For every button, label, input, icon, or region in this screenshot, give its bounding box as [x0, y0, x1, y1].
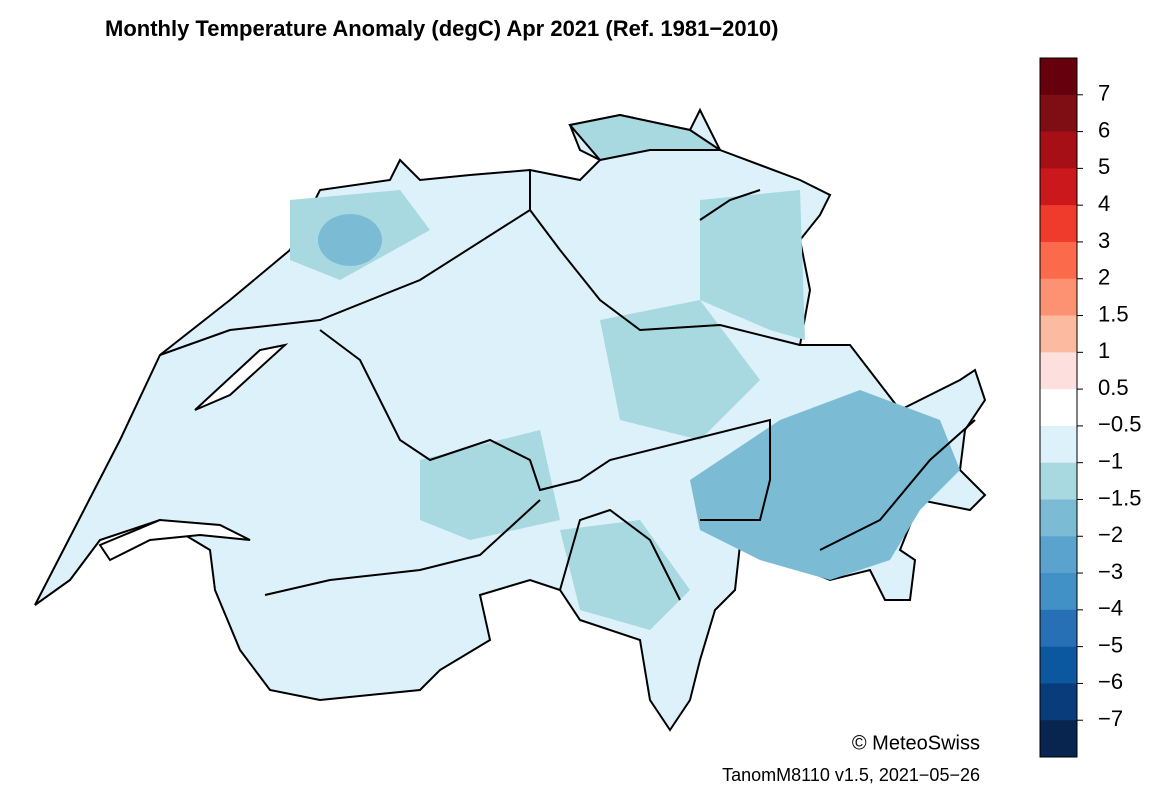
colorbar-bin	[1040, 205, 1077, 243]
anomaly-zone	[560, 520, 690, 630]
colorbar-bin	[1040, 131, 1077, 169]
colorbar: 7 6 5 4 3 2 1.5 1 0.5 −0.5 −1 −1.5 −2 −3 −4 −5 −6 −7	[1039, 57, 1141, 758]
region-borders	[159, 170, 976, 601]
colorbar-label: −1	[1098, 448, 1123, 473]
colorbar-label: −5	[1098, 632, 1123, 657]
map	[34, 107, 987, 732]
colorbar-bin	[1040, 683, 1077, 721]
colorbar-bin	[1040, 352, 1077, 390]
colorbar-bin	[1040, 241, 1077, 280]
anomaly-zone	[690, 390, 960, 580]
lake	[568, 113, 724, 162]
colorbar-label: 2	[1098, 265, 1110, 290]
colorbar-frame	[1039, 57, 1078, 758]
colorbar-label: 3	[1098, 228, 1110, 253]
colorbar-bin	[1040, 58, 1077, 96]
colorbar-bin	[1040, 609, 1077, 648]
colorbar-label: 4	[1098, 191, 1110, 216]
colorbar-label: −6	[1098, 669, 1123, 694]
colorbar-bin	[1040, 168, 1077, 206]
colorbar-label: 7	[1098, 81, 1110, 106]
colorbar-bin	[1040, 536, 1077, 574]
colorbar-label: 1	[1098, 338, 1110, 363]
title: Monthly Temperature Anomaly (degC) Apr 2…	[105, 16, 778, 41]
colorbar-label: 5	[1098, 154, 1110, 179]
colorbar-bin	[1040, 573, 1077, 611]
colorbar-bin	[1040, 315, 1077, 353]
colorbar-bin	[1040, 720, 1077, 758]
lake	[194, 343, 289, 411]
colorbar-label: −7	[1098, 706, 1123, 731]
anomaly-zone	[600, 300, 760, 440]
copyright: © MeteoSwiss	[852, 732, 980, 754]
colorbar-label: −0.5	[1098, 412, 1141, 437]
colorbar-bin	[1040, 94, 1077, 133]
anomaly-zone	[700, 190, 805, 340]
colorbar-label: 1.5	[1098, 301, 1129, 326]
colorbar-label: −4	[1098, 596, 1123, 621]
anomaly-zone	[318, 214, 382, 266]
colorbar-label: −1.5	[1098, 485, 1141, 510]
colorbar-bin	[1040, 499, 1077, 537]
colorbar-bin	[1040, 462, 1077, 500]
colorbar-bin	[1040, 646, 1077, 684]
lake	[98, 518, 251, 562]
colorbar-label: 0.5	[1098, 375, 1129, 400]
colorbar-bin	[1040, 425, 1077, 464]
version: TanomM8110 v1.5, 2021−05−26	[722, 765, 980, 785]
colorbar-bin	[1040, 389, 1077, 427]
colorbar-label: −3	[1098, 559, 1123, 584]
colorbar-bin	[1040, 278, 1077, 317]
colorbar-label: 6	[1098, 117, 1110, 142]
colorbar-label: −2	[1098, 522, 1123, 547]
